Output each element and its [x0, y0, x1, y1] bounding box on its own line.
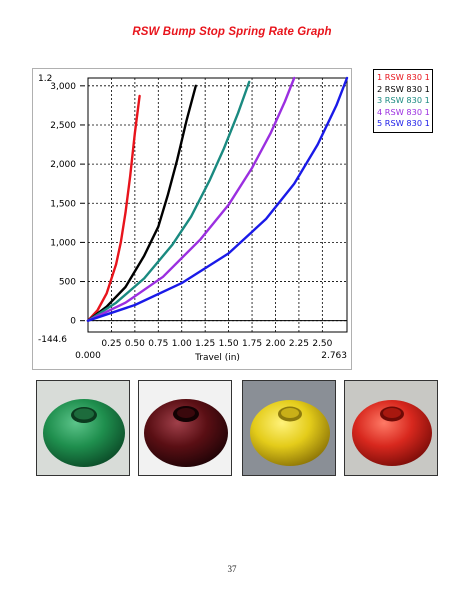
series-line-4: [86, 76, 296, 322]
page-number: 37: [227, 564, 237, 574]
y-tick-label: 3,000: [50, 82, 76, 92]
photo-maroon-bump-stop: [138, 380, 232, 476]
x-tick-label: 2.50: [312, 339, 332, 349]
photo-red-bump-stop: [344, 380, 438, 476]
y-tick-label: 2,000: [50, 160, 76, 170]
x-axis-title: Travel (in): [194, 353, 240, 363]
x-tick-label: 0.75: [148, 339, 168, 349]
y-tick-label: 1,500: [50, 199, 76, 209]
legend-item: 3 RSW 830 1: [377, 95, 430, 105]
x-tick-label: 1.00: [172, 339, 192, 349]
series-line-2: [86, 84, 198, 322]
y-tick-label: 2,500: [50, 121, 76, 131]
series-line-1: [86, 94, 141, 322]
page-title: RSW Bump Stop Spring Rate Graph: [132, 26, 332, 38]
legend-item: 5 RSW 830 1: [377, 118, 430, 128]
y-axis-bottom-label: -144.6: [38, 335, 67, 345]
chart-frame: 0 500 1,000 1,500 2,000 2,500 3,000 1.2 -144.6 0.…: [32, 68, 352, 370]
x-tick-label: 1.25: [195, 339, 215, 349]
series-line-3: [86, 80, 251, 322]
x-tick-label: 1.75: [242, 339, 262, 349]
series-line-5: [86, 76, 349, 322]
x-axis-right-label: 2.763: [321, 351, 347, 361]
y-tick-label: 500: [59, 278, 76, 288]
y-axis-top-label: 1.2: [38, 74, 52, 84]
x-tick-label: 2.25: [289, 339, 309, 349]
legend-item: 1 RSW 830 1: [377, 72, 430, 82]
y-tick-label: 1,000: [50, 238, 76, 248]
x-tick-label: 1.50: [219, 339, 239, 349]
x-tick-label: 0.25: [101, 339, 121, 349]
legend-item: 2 RSW 830 1: [377, 83, 430, 94]
y-tick-label: 0: [70, 317, 76, 327]
x-tick-label: 2.00: [265, 339, 285, 349]
x-tick-label: 0.50: [125, 339, 145, 349]
photo-yellow-bump-stop: [242, 380, 336, 476]
x-axis-left-label: 0.000: [75, 351, 101, 361]
legend-item: 4 RSW 830 1: [377, 106, 430, 117]
photo-green-bump-stop: [36, 380, 130, 476]
